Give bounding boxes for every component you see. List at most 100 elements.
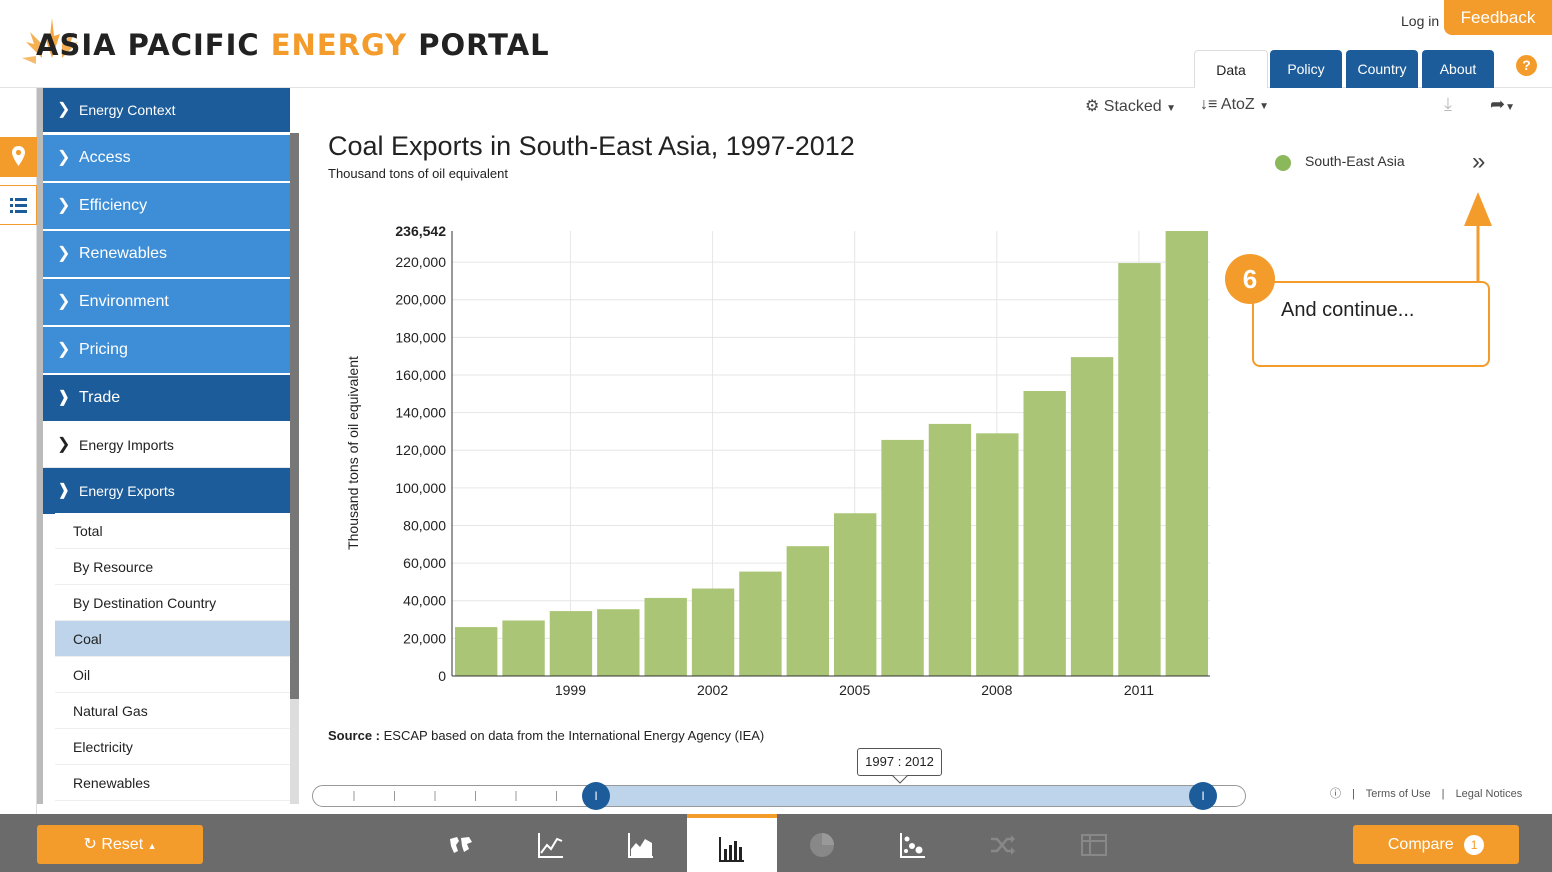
logo-text[interactable]: ASIA PACIFIC ENERGY PORTAL: [36, 28, 550, 62]
subitem-natural-gas[interactable]: Natural Gas: [55, 693, 290, 729]
slider-handle-end[interactable]: I: [1189, 782, 1217, 810]
subitem-total[interactable]: Total: [55, 513, 290, 549]
range-label: 1997 : 2012: [857, 748, 942, 776]
legend-label[interactable]: South-East Asia: [1305, 153, 1405, 169]
bar-2006[interactable]: [881, 439, 924, 676]
bar-2004[interactable]: [786, 546, 829, 676]
double-chevron-right-icon[interactable]: »: [1472, 148, 1486, 175]
subitem-by-resource[interactable]: By Resource: [55, 549, 290, 585]
y-tick-label: 100,000: [395, 480, 446, 496]
subitem-electricity[interactable]: Electricity: [55, 729, 290, 765]
callout-text: And continue...: [1281, 299, 1415, 321]
line-chart-icon: [538, 833, 563, 858]
bar-2005[interactable]: [834, 513, 877, 676]
sort-icon: ↓≡: [1200, 96, 1218, 113]
sidebar-item-energy-exports[interactable]: ❱ Energy Exports: [43, 468, 290, 514]
slider-handle-start[interactable]: I: [582, 782, 610, 810]
bar-2010[interactable]: [1070, 357, 1114, 676]
bar-2007[interactable]: [928, 423, 972, 676]
bar-2009[interactable]: [1023, 390, 1066, 676]
caret-up-icon: ▲: [147, 841, 157, 851]
tab-policy[interactable]: Policy: [1270, 50, 1342, 88]
subitem-by-destination-country[interactable]: By Destination Country: [55, 585, 290, 621]
tab-about[interactable]: About: [1422, 50, 1494, 88]
bar-2012[interactable]: [1165, 231, 1208, 676]
bar-2000[interactable]: [597, 609, 640, 676]
download-icon[interactable]: ⤓: [1444, 94, 1452, 114]
subitem-oil[interactable]: Oil: [55, 657, 290, 693]
y-tick-label: 180,000: [395, 329, 446, 345]
sidebar-item-trade[interactable]: ❱ Trade: [43, 375, 290, 421]
view-line-button[interactable]: [506, 818, 596, 872]
sidebar-item-access[interactable]: ❯ Access: [43, 135, 290, 181]
source-text: ESCAP based on data from the Internation…: [383, 728, 765, 743]
subitem-coal[interactable]: Coal: [55, 621, 290, 657]
bar-2003[interactable]: [739, 571, 782, 676]
view-scatter-button[interactable]: [868, 818, 958, 872]
terms-link[interactable]: Terms of Use: [1365, 788, 1431, 800]
sidebar-menu: ❯ Energy Context ❯ Access ❯ Efficiency ❯…: [43, 88, 290, 804]
y-tick-label: 200,000: [395, 292, 446, 308]
callout-arrow-icon: [1464, 192, 1492, 282]
info-icon[interactable]: ⓘ: [1330, 788, 1341, 800]
y-tick-label: 160,000: [395, 367, 446, 383]
x-tick-label: 2011: [1124, 682, 1154, 698]
compare-button[interactable]: Compare 1: [1353, 825, 1519, 864]
sidebar-item-label: Energy Exports: [79, 483, 175, 499]
chevron-down-icon: ❱: [57, 389, 71, 406]
view-shuffle-button[interactable]: [958, 818, 1048, 872]
shuffle-icon: [991, 835, 1015, 855]
bar-2011[interactable]: [1118, 263, 1161, 676]
sidebar-scrollbar[interactable]: [290, 133, 299, 699]
sidebar-item-energy-imports[interactable]: ❯ Energy Imports: [43, 422, 290, 468]
sidebar-scroll-track: [290, 699, 299, 804]
sidebar-item-pricing[interactable]: ❯ Pricing: [43, 327, 290, 373]
sidebar-item-renewables[interactable]: ❯ Renewables: [43, 231, 290, 277]
sidebar-item-label: Pricing: [79, 341, 128, 358]
tab-country[interactable]: Country: [1346, 50, 1418, 88]
view-map-button[interactable]: [416, 818, 506, 872]
y-tick-label: 220,000: [395, 254, 446, 270]
x-tick-label: 2002: [697, 682, 728, 698]
refresh-icon: ↻: [83, 836, 97, 853]
bar-2002[interactable]: [691, 588, 735, 676]
caret-down-icon: ▼: [1259, 101, 1270, 112]
bar-2001[interactable]: [644, 597, 687, 676]
legend-swatch[interactable]: [1275, 155, 1291, 171]
view-area-button[interactable]: [596, 818, 686, 872]
list-view-button[interactable]: [0, 185, 37, 225]
sidebar-item-energy-context[interactable]: ❯ Energy Context: [43, 88, 290, 132]
reset-label: Reset: [101, 836, 144, 853]
subitem-renewables[interactable]: Renewables: [55, 765, 290, 801]
feedback-button[interactable]: Feedback: [1444, 0, 1552, 35]
logo-sun-icon: [22, 18, 78, 64]
login-link[interactable]: Log in: [1401, 13, 1440, 29]
help-icon[interactable]: ?: [1516, 55, 1537, 76]
bar-1997[interactable]: [455, 627, 498, 676]
tab-data[interactable]: Data: [1194, 50, 1268, 88]
bar-1998[interactable]: [502, 620, 545, 676]
chevron-right-icon: ❯: [57, 149, 71, 166]
legal-link[interactable]: Legal Notices: [1455, 788, 1523, 800]
map-pin-icon: [12, 146, 25, 166]
sidebar-item-label: Energy Imports: [79, 437, 174, 453]
sidebar-item-environment[interactable]: ❯ Environment: [43, 279, 290, 325]
list-icon: [10, 198, 27, 213]
stacked-dropdown[interactable]: ⚙ Stacked ▼: [1085, 96, 1176, 116]
view-bar-button[interactable]: [687, 814, 777, 872]
sort-dropdown[interactable]: ↓≡ AtoZ ▼: [1200, 96, 1269, 114]
time-slider-selection[interactable]: [596, 786, 1203, 806]
reset-button[interactable]: ↻ Reset ▲: [37, 825, 203, 864]
y-tick-label: 140,000: [395, 405, 446, 421]
view-pie-button[interactable]: [777, 818, 867, 872]
share-icon[interactable]: ➦▼: [1490, 94, 1515, 114]
sidebar-item-efficiency[interactable]: ❯ Efficiency: [43, 183, 290, 229]
map-pin-button[interactable]: [0, 137, 37, 177]
bar-1999[interactable]: [549, 611, 593, 676]
tutorial-callout: [1252, 281, 1490, 367]
bar-2008[interactable]: [976, 433, 1019, 676]
chevron-down-icon: ❱: [57, 482, 71, 499]
world-map-icon: [450, 837, 472, 853]
footer-links: ⓘ | Terms of Use | Legal Notices: [1330, 788, 1523, 800]
view-table-button[interactable]: [1049, 818, 1139, 872]
